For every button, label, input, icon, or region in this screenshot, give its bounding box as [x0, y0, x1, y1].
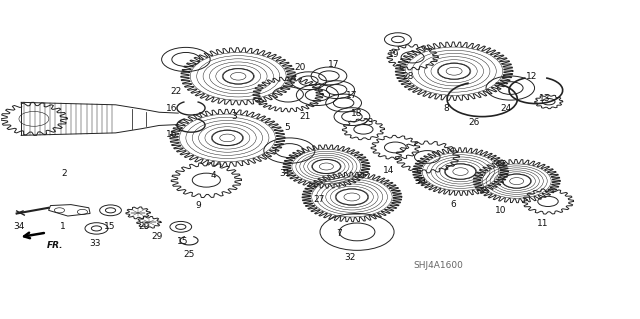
- Text: 26: 26: [469, 118, 480, 127]
- Text: 16: 16: [166, 130, 177, 138]
- Text: 27: 27: [313, 195, 324, 204]
- Text: 21: 21: [299, 112, 310, 121]
- Text: 5: 5: [284, 123, 290, 132]
- Text: 20: 20: [294, 63, 305, 72]
- Text: 15: 15: [177, 237, 188, 246]
- Text: 11: 11: [536, 219, 548, 227]
- Text: 14: 14: [383, 166, 395, 175]
- Text: 25: 25: [184, 250, 195, 259]
- Text: 18: 18: [351, 109, 363, 118]
- Text: 7: 7: [336, 229, 342, 238]
- Text: 3: 3: [231, 112, 237, 121]
- Text: 9: 9: [196, 201, 202, 210]
- Text: 19: 19: [388, 49, 400, 59]
- Text: 29: 29: [152, 232, 163, 241]
- Text: 23: 23: [362, 118, 374, 128]
- Text: 34: 34: [13, 222, 24, 231]
- Text: 28: 28: [403, 72, 414, 81]
- Text: 6: 6: [450, 200, 456, 209]
- Text: 1: 1: [60, 222, 66, 231]
- Text: 2: 2: [61, 169, 67, 178]
- Text: 30: 30: [415, 177, 426, 186]
- Text: 32: 32: [344, 253, 356, 262]
- Text: 8: 8: [444, 104, 449, 113]
- Text: 29: 29: [139, 222, 150, 231]
- Text: SHJ4A1600: SHJ4A1600: [413, 261, 463, 271]
- Text: 33: 33: [89, 239, 100, 248]
- Text: FR.: FR.: [47, 241, 63, 250]
- Text: 22: 22: [171, 87, 182, 96]
- Text: 13: 13: [539, 94, 550, 103]
- Text: 15: 15: [104, 222, 115, 231]
- Text: 17: 17: [328, 60, 340, 69]
- Text: 12: 12: [526, 72, 538, 81]
- Text: 31: 31: [279, 169, 291, 178]
- Text: 17: 17: [346, 92, 357, 100]
- Text: 4: 4: [211, 171, 216, 180]
- Text: 16: 16: [166, 104, 177, 113]
- Text: 10: 10: [495, 206, 506, 215]
- Text: 24: 24: [501, 104, 512, 113]
